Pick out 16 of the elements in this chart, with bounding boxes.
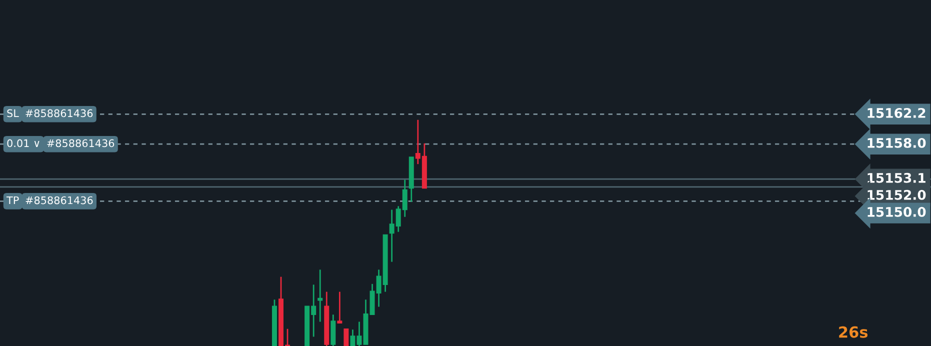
annotation: #858861436 [47,139,114,148]
ref-line-label: 15158.0 [868,138,926,148]
candlestick [318,268,323,322]
candlestick [337,291,342,324]
annotation: #858861436 [26,109,93,118]
ref-line-label: 15152.0 [868,190,926,200]
ref-line-label: 15150.0 [868,206,926,217]
candlestick [344,328,349,346]
ref-line-label: 15153.1 [868,172,926,183]
annotation: TP [6,196,19,204]
annotation: SL [7,109,19,118]
annotation: #858861436 [26,196,93,204]
ref-line-label: 15162.2 [868,108,926,118]
candlestick [330,314,336,346]
text: 26s [839,326,868,338]
annotation: 0.01 ∨ [7,139,40,148]
